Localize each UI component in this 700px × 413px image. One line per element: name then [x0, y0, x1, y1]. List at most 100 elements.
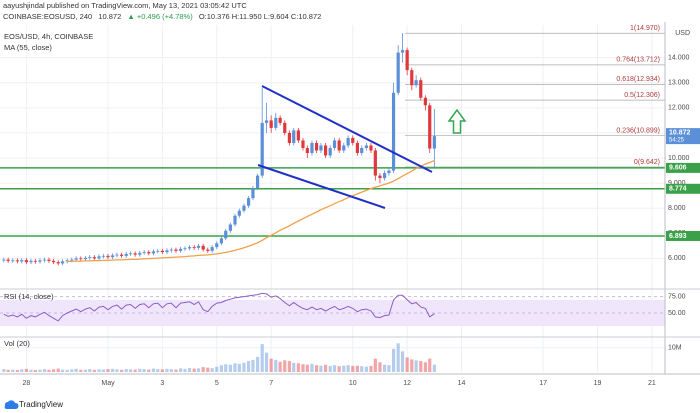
volume-bar	[6, 369, 10, 372]
volume-bar	[373, 358, 377, 372]
volume-bar	[15, 370, 20, 372]
candle-body	[364, 145, 368, 148]
candle-body	[169, 249, 173, 251]
candle-body	[119, 254, 124, 256]
candle-body	[201, 245, 205, 250]
volume-bar	[47, 369, 51, 372]
volume-bar	[264, 352, 269, 372]
fib-label: 0.5(12.306)	[624, 92, 660, 99]
volume-bar	[178, 368, 183, 372]
volume-title: Vol (20)	[4, 339, 30, 348]
rsi-tick-label: 75.00	[668, 293, 686, 300]
volume-bar	[410, 359, 414, 372]
candle-body	[111, 255, 115, 258]
volume-bar	[224, 364, 228, 372]
volume-bar	[201, 367, 205, 372]
candle-body	[400, 50, 405, 53]
candle-body	[260, 122, 264, 176]
x-tick-label: 17	[539, 380, 547, 387]
volume-bar	[414, 360, 418, 372]
wedge-upper	[261, 85, 433, 173]
candle-body	[410, 70, 414, 86]
fib-label: 0.618(12.934)	[616, 76, 660, 83]
volume-bar	[56, 368, 60, 372]
fib-label: 0(9.642)	[634, 159, 660, 166]
up-arrow	[447, 108, 467, 134]
author-line: aayushjindal published on TradingView.co…	[3, 1, 251, 10]
symbol: COINBASE:EOSUSD, 240	[3, 12, 93, 21]
candle-body	[405, 50, 409, 71]
x-tick-label: May	[101, 380, 115, 387]
candle-body	[101, 255, 105, 257]
y-tick-label: 10.000	[668, 155, 690, 162]
candle-body	[233, 215, 237, 225]
volume-bar	[196, 368, 201, 372]
volume-bar	[328, 365, 332, 372]
volume-bar	[106, 369, 110, 372]
volume-bar	[396, 343, 400, 372]
volume-bar	[423, 362, 427, 372]
volume-bar	[174, 369, 178, 372]
candle-body	[387, 170, 391, 174]
volume-bar	[260, 344, 264, 372]
volume-bar	[233, 363, 237, 372]
volume-bar	[65, 369, 69, 372]
volume-bar	[246, 361, 251, 372]
candle-body	[6, 259, 10, 261]
volume-bar	[215, 366, 219, 372]
candle-body	[74, 258, 78, 260]
candle-body	[79, 258, 83, 260]
candle-body	[60, 261, 65, 264]
candle-body	[269, 120, 273, 128]
volume-bar	[43, 369, 47, 372]
volume-bar	[160, 369, 164, 372]
candle-body	[378, 175, 382, 179]
candle-body	[310, 142, 314, 153]
candle-body	[346, 137, 350, 146]
last-price-label: 10.872	[669, 129, 691, 136]
candle-body	[305, 147, 309, 153]
volume-bar	[11, 369, 15, 372]
brand: TradingView	[19, 400, 63, 409]
volume-bar	[192, 368, 196, 372]
candle-body	[70, 259, 74, 261]
volume-bar	[351, 365, 355, 372]
price: 10.872	[98, 12, 122, 21]
volume-bar	[74, 368, 78, 372]
volume-bar	[88, 369, 92, 372]
volume-bar	[242, 362, 246, 372]
x-tick-label: 5	[215, 380, 219, 387]
candle-body	[228, 224, 232, 231]
y-tick-label: 12.000	[668, 105, 690, 112]
candle-body	[43, 259, 47, 261]
last-price-box	[666, 128, 700, 145]
volume-bar	[101, 369, 105, 372]
volume-bar	[115, 369, 119, 372]
volume-bar	[237, 363, 241, 372]
volume-bar	[360, 366, 364, 372]
candle-body	[156, 250, 160, 252]
candle-body	[160, 250, 164, 253]
x-tick-label: 19	[594, 380, 602, 387]
volume-bar	[79, 369, 83, 372]
candle-body	[419, 80, 423, 98]
candle-body	[423, 97, 427, 106]
candle-body	[115, 254, 119, 256]
volume-bar	[142, 369, 146, 372]
volume-bar	[387, 365, 391, 372]
volume-bar	[382, 364, 387, 372]
candle-body	[278, 117, 282, 123]
author: aayushjindal published on TradingView.co…	[3, 1, 247, 10]
rsi-title: RSI (14, close)	[4, 292, 54, 301]
candle-body	[124, 253, 128, 256]
candle-body	[396, 52, 400, 93]
candle-body	[360, 147, 364, 153]
volume-bar	[169, 369, 173, 372]
volume-bar	[147, 369, 151, 372]
candle-body	[33, 260, 37, 262]
candle-body	[24, 260, 28, 263]
plot: 28May3571012141719216.0007.0008.0009.000…	[0, 25, 700, 387]
candle-body	[165, 250, 169, 253]
candle-body	[92, 257, 96, 259]
